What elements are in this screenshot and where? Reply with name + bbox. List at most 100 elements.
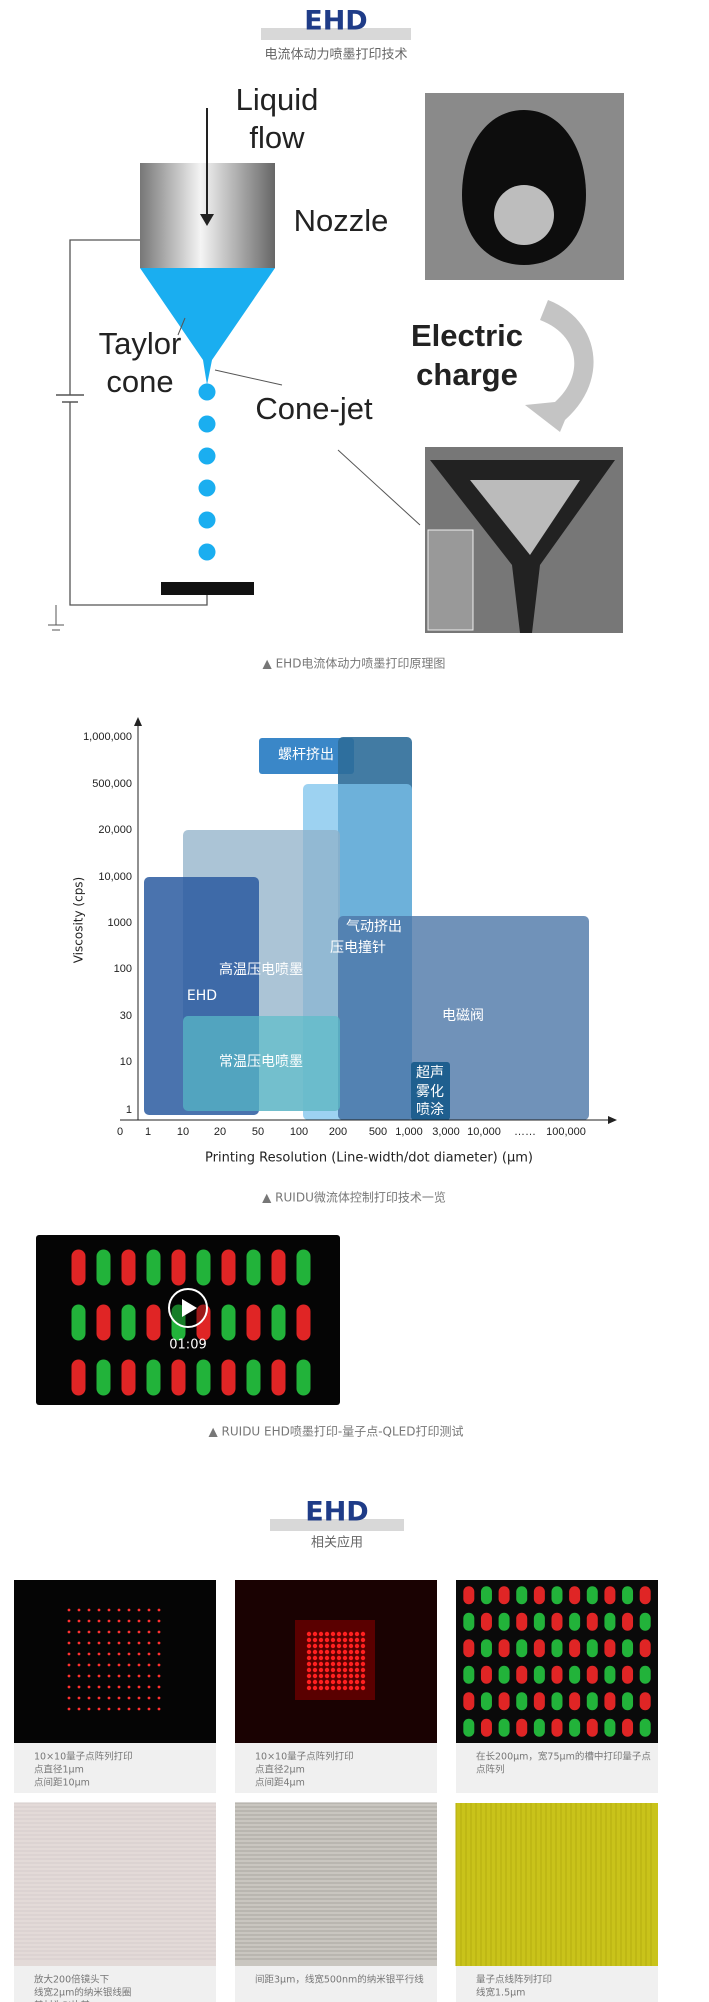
dot xyxy=(77,1652,81,1656)
dot xyxy=(324,1679,330,1685)
dot xyxy=(157,1652,161,1656)
pill xyxy=(622,1639,634,1658)
pill xyxy=(533,1665,545,1684)
dot xyxy=(318,1649,324,1655)
dot xyxy=(306,1673,312,1679)
dot xyxy=(97,1696,101,1700)
pill xyxy=(639,1665,651,1684)
x-tick-label: 20 xyxy=(214,1126,226,1138)
dot xyxy=(324,1655,330,1661)
dot xyxy=(117,1608,121,1612)
dot xyxy=(67,1619,71,1623)
dot xyxy=(97,1685,101,1689)
application-card: 放大200倍镜头下线宽2μm的纳米银线圈基材为PI片基 xyxy=(14,1802,216,2002)
x-tick-label: 100 xyxy=(290,1126,308,1138)
dot xyxy=(87,1630,91,1634)
dot xyxy=(342,1685,348,1691)
dot xyxy=(137,1630,141,1634)
dot xyxy=(117,1641,121,1645)
dot xyxy=(97,1652,101,1656)
pill xyxy=(604,1586,616,1605)
section-subtitle: 电流体动力喷墨打印技术 xyxy=(264,48,407,63)
label: Cone-jet xyxy=(255,391,373,426)
pill xyxy=(96,1304,111,1341)
pill xyxy=(271,1304,286,1341)
pill xyxy=(196,1249,211,1286)
dot xyxy=(87,1608,91,1612)
pill xyxy=(569,1718,581,1737)
dot xyxy=(107,1707,111,1711)
dot xyxy=(107,1630,111,1634)
pill xyxy=(498,1665,510,1684)
pill xyxy=(586,1612,598,1631)
pill xyxy=(296,1304,311,1341)
application-caption: 点直径1μm xyxy=(34,1764,84,1776)
dot xyxy=(318,1631,324,1637)
pill xyxy=(246,1249,261,1286)
video-duration: 01:09 xyxy=(169,1338,206,1353)
dot xyxy=(312,1661,318,1667)
dot xyxy=(87,1674,91,1678)
dot xyxy=(348,1649,354,1655)
dot xyxy=(97,1707,101,1711)
curved-arrow xyxy=(525,300,594,432)
dot xyxy=(354,1643,360,1649)
region xyxy=(183,1016,340,1111)
dot xyxy=(107,1663,111,1667)
dot xyxy=(67,1663,71,1667)
dot xyxy=(342,1673,348,1679)
dot xyxy=(354,1679,360,1685)
dot xyxy=(107,1652,111,1656)
application-caption: 间距3μm，线宽500nm的纳米银平行线 xyxy=(255,1974,424,1986)
pill xyxy=(171,1249,186,1286)
dot xyxy=(336,1655,342,1661)
dot xyxy=(348,1679,354,1685)
drop xyxy=(198,447,216,465)
caption: ▲ RUIDU EHD喷墨打印-量子点-QLED打印测试 xyxy=(208,1424,463,1439)
application-caption: 点间距4μm xyxy=(255,1777,305,1789)
dot xyxy=(306,1631,312,1637)
dot xyxy=(312,1685,318,1691)
y-tick-label: 1,000,000 xyxy=(83,731,132,743)
pointer xyxy=(337,449,421,526)
y-tick-label: 100 xyxy=(114,963,132,975)
dot xyxy=(147,1608,151,1612)
dot xyxy=(360,1679,366,1685)
x-tick-label: 50 xyxy=(252,1126,264,1138)
pill xyxy=(604,1692,616,1711)
dot xyxy=(107,1619,111,1623)
pill xyxy=(196,1359,211,1396)
dot xyxy=(330,1673,336,1679)
y-tick-label: 10,000 xyxy=(98,871,132,883)
x-tick-label: 200 xyxy=(329,1126,347,1138)
section-title: EHD xyxy=(305,1497,368,1528)
x-tick-label: 3,000 xyxy=(432,1126,460,1138)
pill xyxy=(221,1359,236,1396)
pill xyxy=(246,1359,261,1396)
application-image xyxy=(456,1803,658,1966)
pill xyxy=(271,1359,286,1396)
play-icon[interactable] xyxy=(182,1299,197,1317)
pill xyxy=(480,1586,492,1605)
pill xyxy=(551,1612,563,1631)
application-caption: 10×10量子点阵列打印 xyxy=(255,1751,354,1763)
dot xyxy=(147,1685,151,1689)
dot xyxy=(97,1630,101,1634)
dot xyxy=(157,1696,161,1700)
y-tick-label: 20,000 xyxy=(98,824,132,836)
pill xyxy=(463,1718,475,1737)
dot xyxy=(330,1667,336,1673)
dot xyxy=(336,1661,342,1667)
pill xyxy=(604,1612,616,1631)
dot xyxy=(306,1649,312,1655)
video-thumbnail[interactable] xyxy=(36,1235,340,1405)
pill xyxy=(463,1612,475,1631)
dot xyxy=(137,1685,141,1689)
application-caption: 点间距10μm xyxy=(34,1777,90,1789)
pill xyxy=(146,1249,161,1286)
video[interactable]: 01:09 xyxy=(36,1235,340,1405)
dot xyxy=(147,1652,151,1656)
pill xyxy=(121,1249,136,1286)
